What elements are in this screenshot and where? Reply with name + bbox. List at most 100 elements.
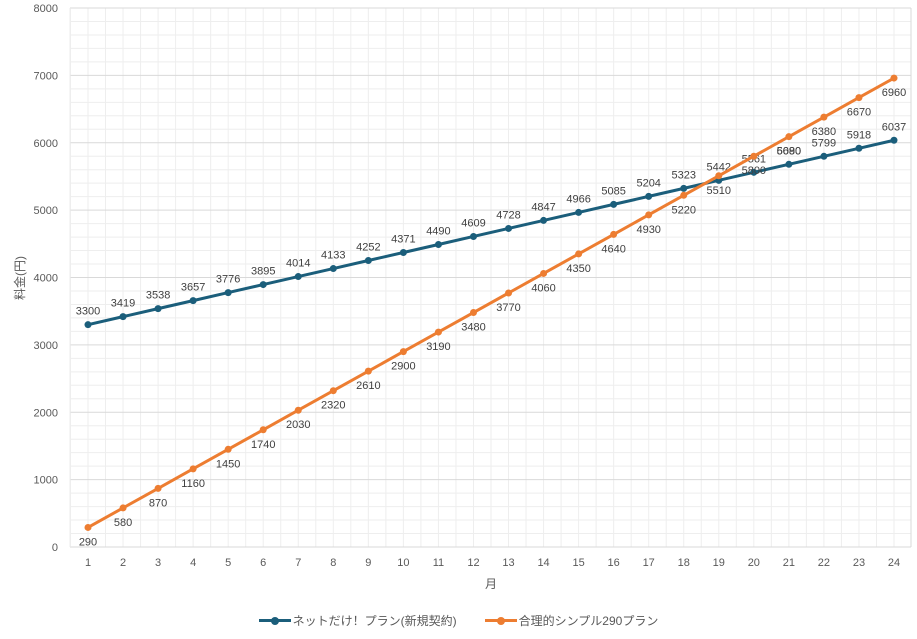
data-label: 5323 bbox=[671, 169, 695, 181]
data-label: 4609 bbox=[461, 217, 485, 229]
svg-text:10: 10 bbox=[397, 557, 409, 569]
y-axis-tick-labels: 0 1000 2000 3000 4000 5000 6000 7000 8000 bbox=[34, 3, 58, 554]
data-point[interactable] bbox=[189, 297, 197, 305]
data-label: 3480 bbox=[461, 322, 485, 334]
data-point[interactable] bbox=[399, 348, 407, 356]
legend-line-marker-icon bbox=[484, 616, 517, 625]
data-label: 5680 bbox=[777, 145, 801, 157]
data-series: 3300 3419 3538 3657 3776 3895 4014 4133 4252 4371… bbox=[76, 74, 906, 548]
data-label: 4728 bbox=[496, 209, 520, 221]
svg-text:20: 20 bbox=[748, 557, 760, 569]
chart-legend: ネットだけ！プラン(新規契約) 合理的シンプル290プラン bbox=[0, 612, 917, 629]
svg-text:21: 21 bbox=[783, 557, 795, 569]
data-point[interactable] bbox=[469, 232, 477, 240]
svg-text:2: 2 bbox=[120, 557, 126, 569]
data-label: 290 bbox=[79, 536, 97, 548]
data-label: 3770 bbox=[496, 302, 520, 314]
svg-text:11: 11 bbox=[433, 557, 444, 569]
data-point[interactable] bbox=[645, 192, 653, 200]
data-point[interactable] bbox=[189, 465, 197, 473]
data-point[interactable] bbox=[890, 74, 898, 82]
data-point[interactable] bbox=[154, 484, 162, 492]
data-point[interactable] bbox=[364, 257, 372, 265]
data-point[interactable] bbox=[434, 328, 442, 336]
data-point[interactable] bbox=[329, 387, 337, 395]
data-point[interactable] bbox=[610, 230, 618, 238]
legend-line-marker-icon bbox=[258, 616, 291, 625]
data-point[interactable] bbox=[785, 133, 793, 141]
svg-text:18: 18 bbox=[678, 557, 690, 569]
svg-text:2000: 2000 bbox=[34, 407, 58, 419]
svg-text:12: 12 bbox=[467, 557, 479, 569]
data-point[interactable] bbox=[750, 168, 758, 176]
svg-text:7000: 7000 bbox=[34, 70, 58, 82]
data-point[interactable] bbox=[119, 504, 127, 512]
svg-text:14: 14 bbox=[537, 557, 549, 569]
data-label: 4350 bbox=[566, 263, 590, 275]
data-point[interactable] bbox=[890, 136, 898, 144]
legend-item-net-plan[interactable]: ネットだけ！プラン(新規契約) bbox=[258, 612, 457, 629]
data-label: 1740 bbox=[251, 439, 275, 451]
data-point[interactable] bbox=[855, 144, 863, 152]
data-label: 5510 bbox=[707, 185, 731, 197]
svg-text:3: 3 bbox=[155, 557, 161, 569]
data-point[interactable] bbox=[575, 208, 583, 216]
data-point[interactable] bbox=[224, 445, 232, 453]
data-label: 4930 bbox=[636, 224, 660, 236]
data-point[interactable] bbox=[540, 269, 548, 277]
data-label: 4490 bbox=[426, 225, 450, 237]
svg-text:15: 15 bbox=[572, 557, 584, 569]
data-point[interactable] bbox=[224, 289, 232, 297]
data-point[interactable] bbox=[469, 309, 477, 317]
data-point[interactable] bbox=[785, 160, 793, 168]
data-label: 5204 bbox=[636, 177, 660, 189]
data-label: 580 bbox=[114, 517, 132, 529]
svg-text:23: 23 bbox=[853, 557, 865, 569]
data-point[interactable] bbox=[259, 281, 267, 289]
data-label: 6380 bbox=[812, 126, 836, 138]
data-point[interactable] bbox=[154, 305, 162, 313]
legend-item-simple-290-plan[interactable]: 合理的シンプル290プラン bbox=[484, 612, 659, 629]
data-point[interactable] bbox=[820, 113, 828, 121]
data-point[interactable] bbox=[84, 523, 92, 531]
svg-text:19: 19 bbox=[713, 557, 725, 569]
data-point[interactable] bbox=[364, 367, 372, 375]
svg-text:6000: 6000 bbox=[34, 138, 58, 150]
legend-label: 合理的シンプル290プラン bbox=[518, 614, 659, 628]
data-point[interactable] bbox=[505, 224, 513, 232]
data-point[interactable] bbox=[715, 172, 723, 180]
data-point[interactable] bbox=[119, 313, 127, 321]
data-label: 4371 bbox=[391, 234, 415, 246]
svg-text:1: 1 bbox=[85, 557, 91, 569]
svg-text:3000: 3000 bbox=[34, 340, 58, 352]
data-point[interactable] bbox=[259, 426, 267, 434]
data-label: 6670 bbox=[847, 107, 871, 119]
data-point[interactable] bbox=[680, 184, 688, 192]
data-point[interactable] bbox=[434, 240, 442, 248]
data-point[interactable] bbox=[505, 289, 513, 297]
x-axis-label: 月 bbox=[485, 577, 497, 591]
data-point[interactable] bbox=[680, 191, 688, 199]
data-label: 3538 bbox=[146, 290, 170, 302]
data-point[interactable] bbox=[84, 321, 92, 329]
data-label: 5085 bbox=[601, 185, 625, 197]
data-label: 4966 bbox=[566, 193, 590, 205]
data-point[interactable] bbox=[820, 152, 828, 160]
data-point[interactable] bbox=[645, 211, 653, 219]
data-point[interactable] bbox=[399, 249, 407, 257]
data-label: 3776 bbox=[216, 274, 240, 286]
svg-text:0: 0 bbox=[52, 542, 58, 554]
data-label: 870 bbox=[149, 497, 167, 509]
svg-text:1000: 1000 bbox=[34, 475, 58, 487]
data-point[interactable] bbox=[575, 250, 583, 258]
data-label: 6960 bbox=[882, 87, 906, 99]
data-point[interactable] bbox=[750, 152, 758, 160]
data-point[interactable] bbox=[294, 406, 302, 414]
data-point[interactable] bbox=[855, 94, 863, 102]
data-point[interactable] bbox=[610, 200, 618, 208]
data-point[interactable] bbox=[329, 265, 337, 273]
data-point[interactable] bbox=[540, 216, 548, 224]
data-point[interactable] bbox=[294, 273, 302, 281]
svg-text:24: 24 bbox=[888, 557, 900, 569]
data-label: 4252 bbox=[356, 242, 380, 254]
